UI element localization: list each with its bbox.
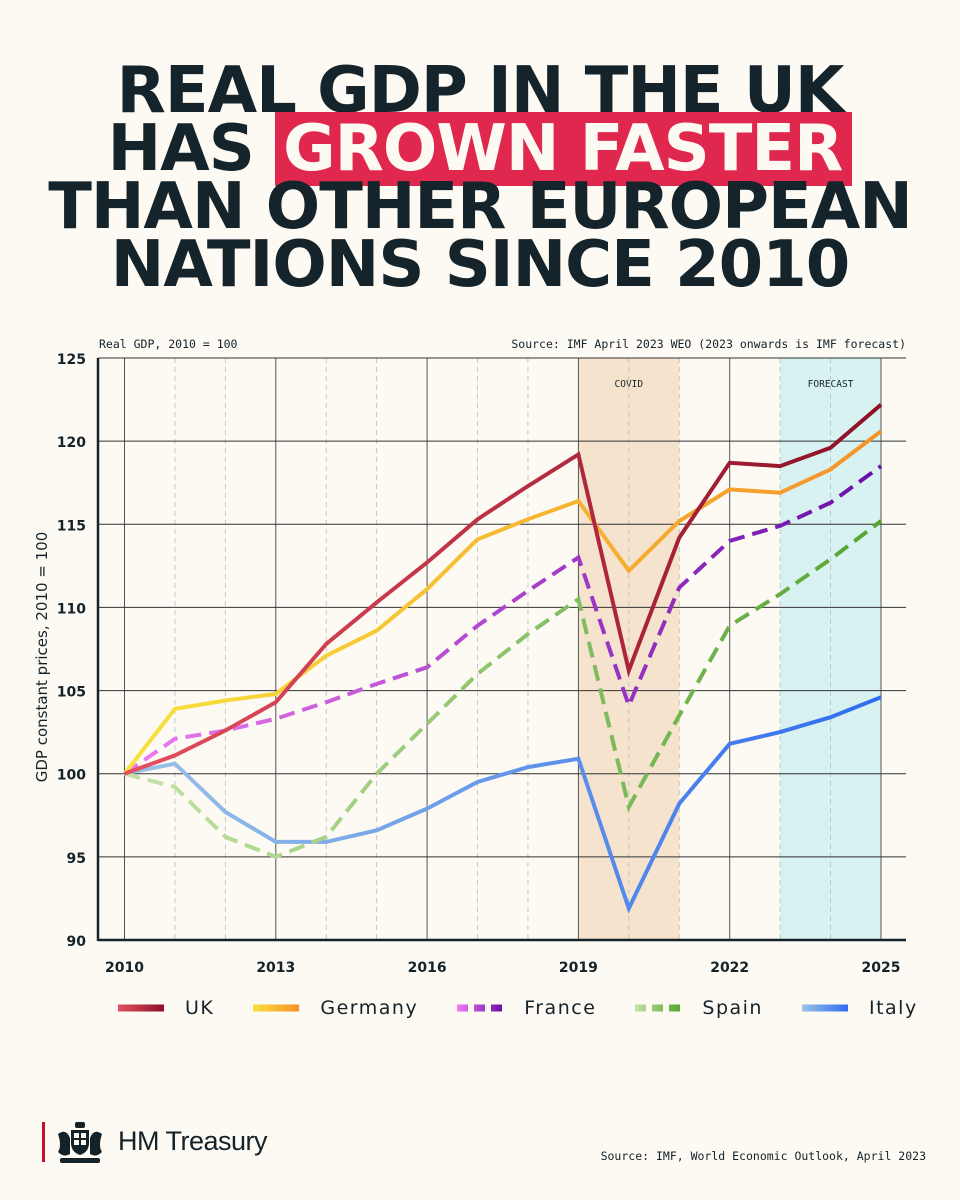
y-tick-label-100: 100 [57, 768, 86, 784]
x-tick-label-2025: 2025 [862, 960, 901, 976]
series-line-italy [124, 695, 882, 914]
x-tick-label-2016: 2016 [408, 960, 447, 976]
org-name: HM Treasury [118, 1126, 268, 1156]
x-tick-label-2019: 2019 [559, 960, 598, 976]
x-tick-label-2022: 2022 [710, 960, 749, 976]
legend-label-italy: Italy [868, 997, 918, 1019]
headline-highlight: GROWN FASTER [275, 112, 853, 186]
legend-label-spain: Spain [702, 997, 763, 1019]
legend-item-france: France [454, 997, 596, 1019]
legend: UK Germany France Spain Italy [115, 990, 954, 1026]
headline-line-4: NATIONS SINCE 2010 [110, 228, 851, 302]
y-tick-label-125: 125 [57, 352, 86, 368]
gdp-line-chart: COVID FORECAST 90 95 100 105 110 115 120 125 2010 2… [33, 337, 906, 976]
y-tick-label-90: 90 [67, 934, 87, 950]
footer-accent-bar [42, 1122, 45, 1162]
legend-swatch-uk [118, 1004, 164, 1012]
y-tick-label-95: 95 [67, 851, 86, 867]
legend-label-germany: Germany [320, 997, 419, 1019]
headline-line-2-prefix: HAS [107, 112, 255, 186]
y-tick-label-110: 110 [57, 601, 86, 617]
legend-label-uk: UK [185, 997, 215, 1019]
legend-label-france: France [524, 997, 597, 1019]
series-line-uk [123, 403, 883, 776]
band-label-forecast: FORECAST [808, 379, 854, 390]
headline-line-2: HAS GROWN FASTER [0, 112, 960, 186]
series-line-france [123, 464, 883, 776]
series-line-spain [123, 519, 883, 860]
y-tick-label-105: 105 [57, 685, 86, 701]
legend-item-uk: UK [115, 997, 214, 1019]
legend-swatch-italy [801, 1004, 848, 1012]
headline: REAL GDP IN THE UK HAS GROWN FASTER THAN… [0, 59, 960, 302]
legend-swatch-germany [253, 1004, 300, 1012]
series-line-germany [122, 429, 883, 775]
x-tick-label-2013: 2013 [256, 960, 295, 976]
legend-item-spain: Spain [632, 997, 763, 1019]
footer-source: Source: IMF, World Economic Outlook, Apr… [600, 1149, 926, 1163]
y-tick-label-120: 120 [57, 435, 86, 451]
chart-source-note: Source: IMF April 2023 WEO (2023 onwards… [511, 337, 906, 351]
royal-coat-of-arms-icon [58, 1122, 102, 1163]
legend-swatch-spain [635, 1004, 682, 1012]
y-tick-label-115: 115 [57, 518, 86, 534]
chart-subtitle: Real GDP, 2010 = 100 [99, 337, 238, 351]
legend-swatch-france [457, 1004, 504, 1012]
legend-item-germany: Germany [250, 997, 418, 1019]
headline-line-3: THAN OTHER EUROPEAN [48, 170, 913, 244]
band-label-covid: COVID [615, 379, 644, 390]
x-tick-label-2010: 2010 [105, 960, 144, 976]
legend-item-italy: Italy [799, 997, 918, 1019]
y-axis-label: GDP constant prices, 2010 = 100 [33, 532, 51, 783]
